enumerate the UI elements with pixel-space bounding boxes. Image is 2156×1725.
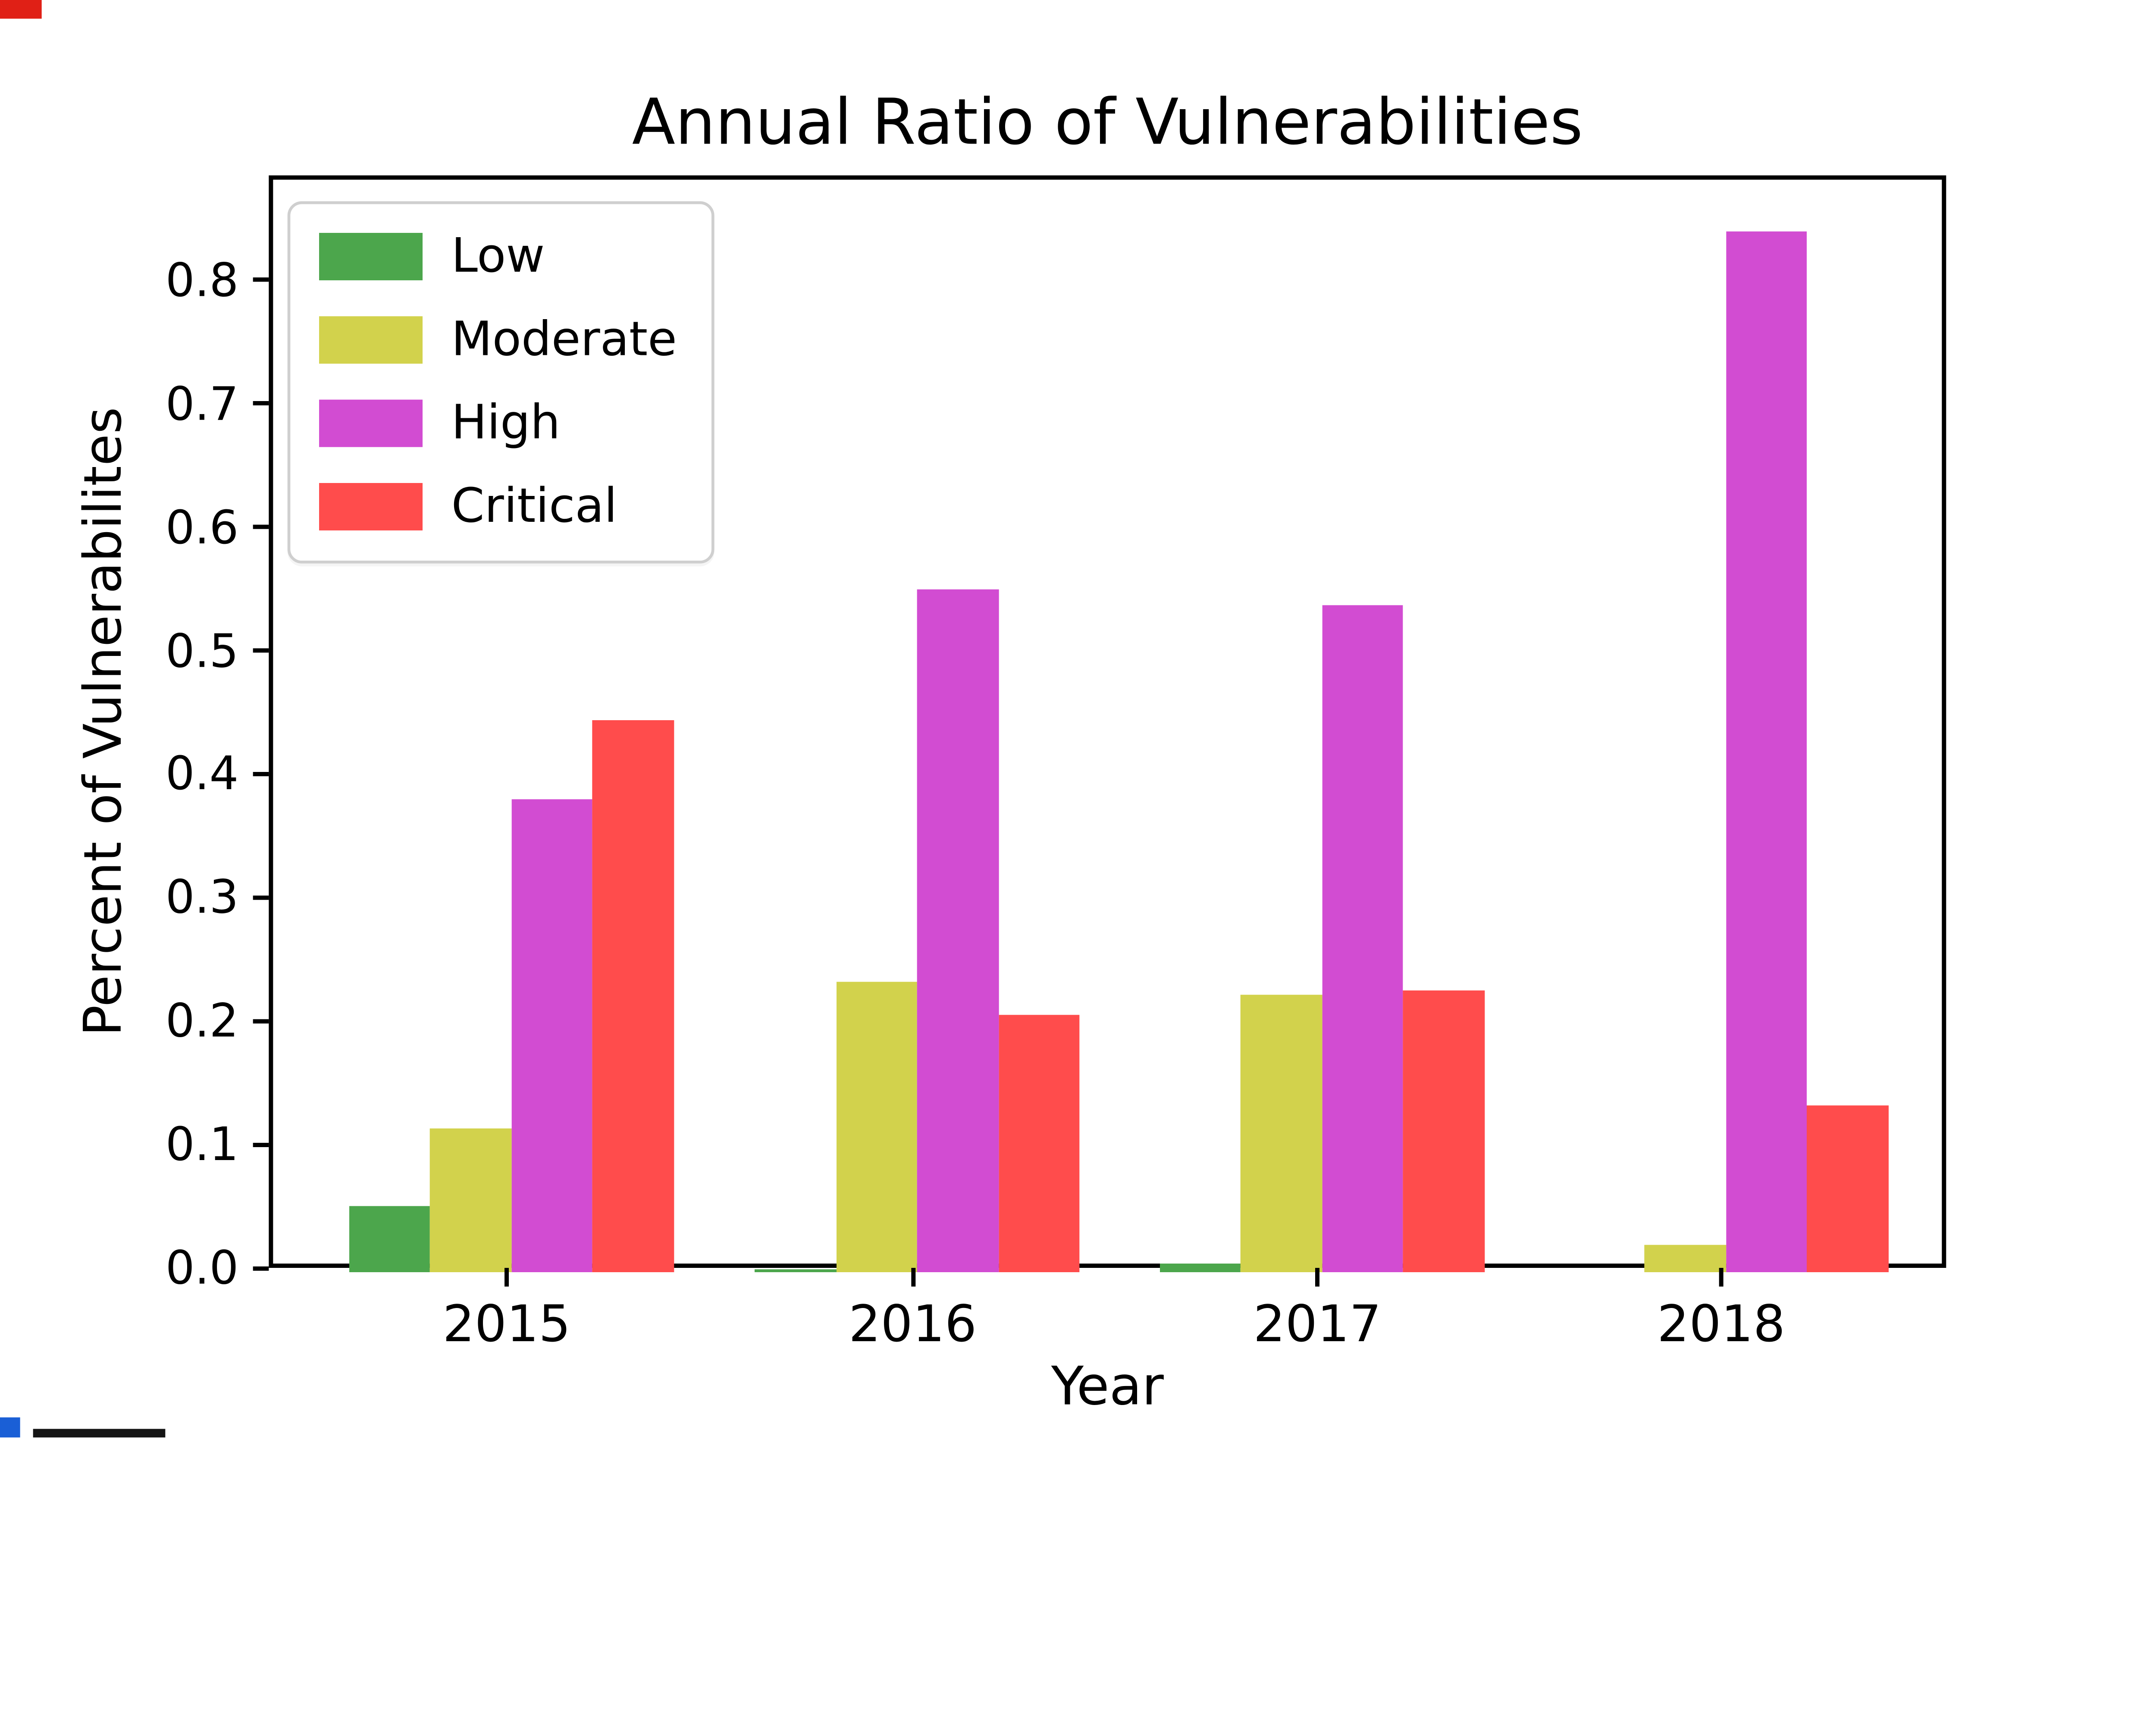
bar-2018-moderate (1644, 1245, 1726, 1272)
bar-2017-moderate (1240, 994, 1322, 1272)
screen-fragment-black-bottom-strip (33, 1429, 166, 1438)
legend-item-low: Low (319, 227, 677, 285)
y-tick-mark-0.5 (253, 648, 269, 653)
chart-title: Annual Ratio of Vulnerabilities (632, 86, 1583, 160)
bar-2016-critical (998, 1014, 1080, 1272)
legend-swatch-high (319, 399, 423, 446)
x-tick-mark-2015 (505, 1268, 509, 1287)
bar-2017-high (1322, 605, 1403, 1272)
y-tick-mark-0.1 (253, 1142, 269, 1147)
legend-label-moderate: Moderate (451, 310, 677, 367)
x-tick-mark-2017 (1315, 1268, 1319, 1287)
screen-fragment-red-top-left (0, 0, 42, 19)
bar-2015-moderate (429, 1128, 511, 1272)
legend-swatch-moderate (319, 315, 423, 363)
y-tick-mark-0.6 (253, 525, 269, 530)
x-tick-label-2016: 2016 (849, 1296, 977, 1354)
bar-2016-low (755, 1270, 836, 1272)
legend-label-low: Low (451, 227, 545, 283)
y-tick-mark-0.2 (253, 1019, 269, 1023)
bars-layer (273, 180, 1942, 1272)
vulnerability-ratio-chart: Annual Ratio of Vulnerabilities Percent … (0, 0, 1946, 1438)
y-tick-label-0.4: 0.4 (165, 746, 239, 802)
axis-ticks-layer: 0.0 0.1 0.2 0.3 0.4 0.5 0.6 0.7 0.8 2015 2016 2017 2… (165, 253, 1786, 1354)
screen-fragment-blue-bottom-left (0, 1417, 20, 1438)
bar-2015-critical (592, 720, 674, 1272)
x-tick-label-2015: 2015 (442, 1296, 571, 1354)
y-tick-label-0.0: 0.0 (165, 1240, 239, 1295)
y-tick-mark-0.7 (253, 401, 269, 406)
legend: Low Moderate High Critical (287, 201, 714, 564)
y-tick-label-0.8: 0.8 (165, 253, 239, 308)
y-tick-label-0.5: 0.5 (165, 623, 239, 678)
y-tick-mark-0.0 (253, 1266, 269, 1270)
bar-2016-moderate (836, 982, 917, 1272)
y-tick-label-0.1: 0.1 (165, 1117, 239, 1172)
bar-2015-low (348, 1207, 430, 1272)
y-tick-mark-0.8 (253, 278, 269, 282)
legend-item-moderate: Moderate (319, 310, 677, 368)
y-tick-label-0.3: 0.3 (165, 870, 239, 925)
y-tick-mark-0.3 (253, 895, 269, 900)
x-axis-label: Year (1051, 1355, 1164, 1418)
legend-swatch-low (319, 232, 423, 280)
bar-2018-high (1725, 231, 1807, 1272)
bar-2015-high (511, 799, 592, 1272)
y-tick-label-0.2: 0.2 (165, 994, 239, 1048)
x-tick-mark-2016 (910, 1268, 915, 1287)
legend-swatch-critical (319, 482, 423, 530)
x-tick-label-2017: 2017 (1253, 1296, 1382, 1354)
bar-2016-high (917, 589, 998, 1272)
legend-item-critical: Critical (319, 477, 677, 535)
x-tick-label-2018: 2018 (1657, 1296, 1786, 1354)
y-tick-label-0.6: 0.6 (165, 500, 239, 555)
legend-label-high: High (451, 394, 561, 450)
y-tick-label-0.7: 0.7 (165, 376, 239, 431)
x-tick-mark-2018 (1719, 1268, 1724, 1287)
legend-label-critical: Critical (451, 477, 617, 533)
y-tick-mark-0.4 (253, 772, 269, 776)
bar-2017-low (1159, 1263, 1241, 1272)
legend-item-high: High (319, 394, 677, 451)
page-scaler: Annual Ratio of Vulnerabilities Percent … (0, 0, 1946, 1438)
bar-2018-critical (1807, 1105, 1888, 1272)
bar-2017-critical (1403, 991, 1484, 1272)
